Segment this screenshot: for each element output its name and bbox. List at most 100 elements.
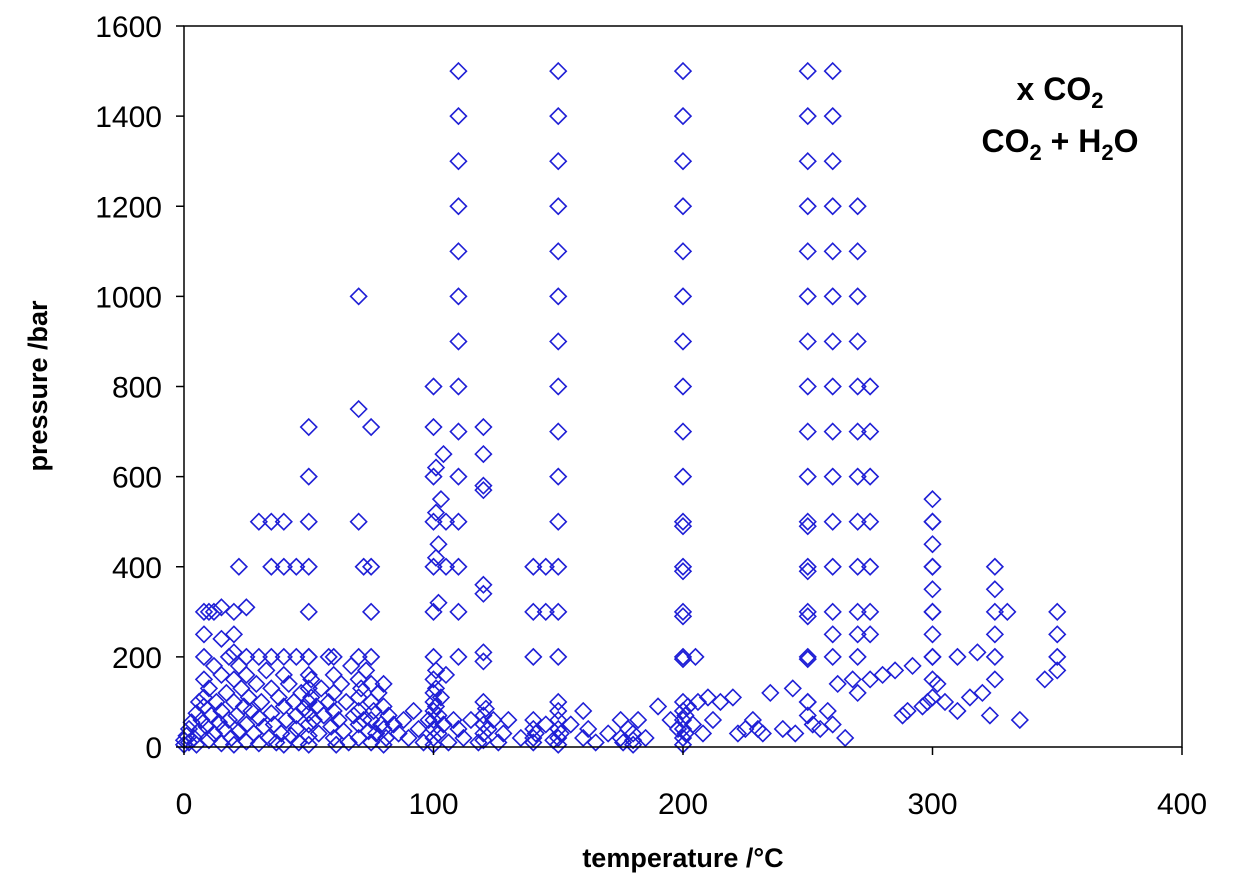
data-point [322, 717, 341, 736]
data-point [798, 706, 817, 725]
data-point [194, 688, 214, 707]
data-point [424, 602, 443, 621]
data-point [913, 697, 932, 716]
data-point [828, 674, 847, 694]
data-point [524, 647, 543, 667]
data-point [394, 710, 413, 730]
data-point [184, 728, 204, 748]
data-point [683, 715, 703, 734]
data-point [798, 649, 817, 669]
data-point [549, 647, 568, 667]
data-point [449, 242, 468, 261]
data-point [299, 417, 318, 437]
data-point [429, 706, 448, 725]
data-point [693, 724, 713, 743]
data-point [599, 724, 618, 743]
data-point [549, 557, 568, 576]
data-point [673, 242, 693, 261]
data-point [194, 670, 214, 689]
data-point [434, 444, 453, 464]
data-point [985, 580, 1005, 599]
data-point [773, 719, 792, 739]
data-point [973, 683, 992, 703]
y-tick-labels: 0 200 400 600 800 1000 1200 1400 1600 [95, 11, 162, 765]
data-point [304, 710, 323, 730]
data-point [474, 481, 493, 500]
data-point [449, 422, 468, 441]
data-point [429, 593, 448, 612]
data-point [299, 735, 318, 754]
x-tick-label: 0 [176, 788, 193, 821]
data-point [823, 242, 842, 261]
data-point [673, 701, 693, 721]
data-point [257, 661, 276, 680]
data-point [361, 647, 381, 667]
data-point [948, 701, 967, 721]
data-point [229, 722, 249, 741]
data-point [262, 679, 281, 698]
data-point [783, 679, 802, 698]
data-point [673, 152, 693, 171]
data-point [449, 287, 468, 306]
data-point [628, 710, 648, 730]
data-point [798, 517, 817, 536]
data-point [823, 422, 842, 441]
data-point [923, 625, 942, 644]
data-point [923, 512, 942, 531]
data-point [673, 377, 693, 396]
data-point [279, 674, 298, 694]
data-point [414, 733, 433, 752]
data-point [549, 735, 568, 754]
data-point [299, 512, 318, 531]
data-point [349, 512, 368, 531]
data-point [549, 287, 568, 306]
data-point [860, 602, 880, 621]
data-point [299, 726, 318, 745]
data-point [798, 287, 817, 306]
data-point [224, 643, 244, 662]
data-point [299, 704, 318, 723]
data-point [299, 679, 318, 698]
data-point [384, 715, 403, 734]
data-point [369, 683, 388, 703]
data-point [673, 332, 693, 351]
data-point [262, 647, 281, 667]
data-point [948, 647, 967, 667]
data-point [823, 106, 842, 126]
data-point [312, 679, 331, 698]
data-point [549, 467, 568, 486]
data-point [234, 697, 254, 716]
data-point [798, 377, 817, 396]
data-point [439, 733, 458, 752]
data-point [923, 535, 942, 554]
data-point [474, 476, 493, 495]
data-point [798, 422, 817, 441]
data-point [474, 692, 493, 712]
data-point [272, 724, 291, 743]
data-point [449, 106, 468, 126]
data-point [636, 728, 655, 748]
data-point [928, 674, 947, 694]
data-point [623, 735, 643, 754]
data-point [688, 692, 708, 712]
data-point [449, 377, 468, 396]
data-point [436, 512, 456, 531]
data-point [574, 728, 593, 748]
y-tick-label: 200 [112, 642, 162, 675]
data-point [1048, 625, 1067, 644]
data-point [494, 724, 513, 743]
data-point [673, 422, 693, 441]
data-point [923, 602, 942, 621]
data-point [424, 467, 443, 486]
data-point [574, 701, 593, 721]
data-point [985, 625, 1005, 644]
data-point [761, 683, 780, 703]
data-point [474, 444, 493, 464]
y-axis-title: pressure /bar [23, 300, 53, 472]
data-point [823, 647, 842, 667]
data-point [549, 602, 568, 621]
x-axis-title: temperature /°C [582, 843, 783, 873]
data-point [299, 467, 318, 486]
data-point [449, 719, 468, 739]
data-point [474, 643, 493, 662]
